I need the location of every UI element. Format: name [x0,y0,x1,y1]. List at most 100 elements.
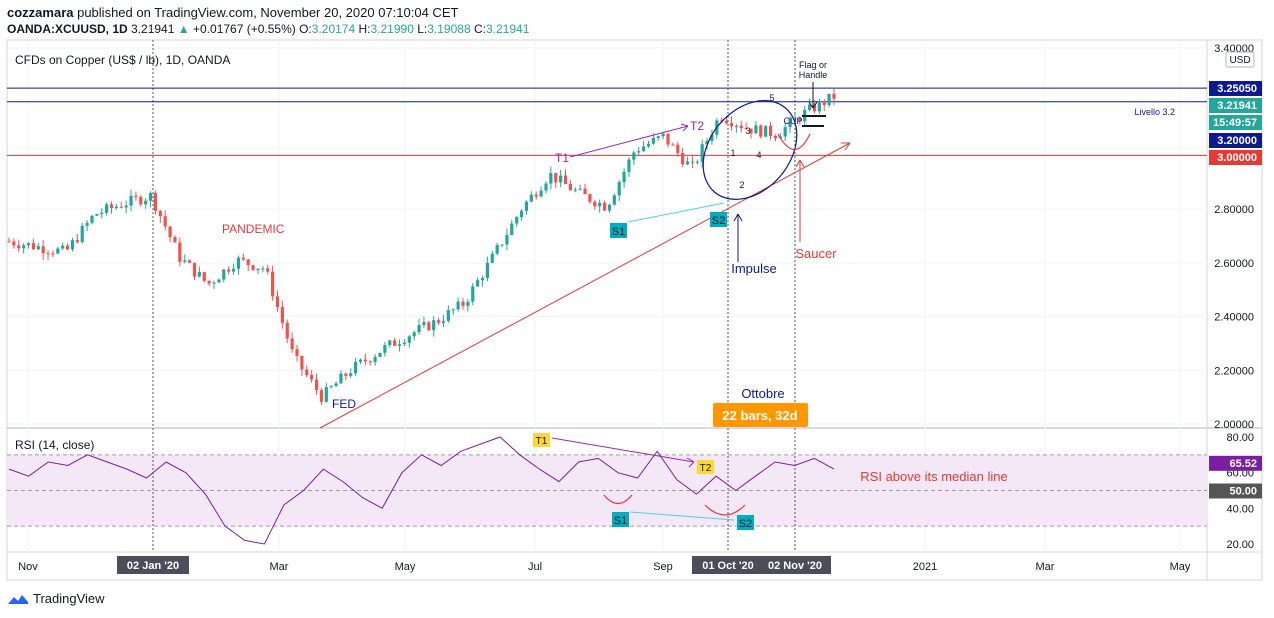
cup-label: CUP [783,116,802,126]
candle-body [471,286,475,302]
candle-body [388,340,392,346]
candle-body [285,322,289,339]
tradingview-logo[interactable]: TradingView [7,591,105,606]
rsi-t-arrow-icon [686,457,695,468]
candle-body [627,159,631,172]
candle-body [129,195,133,206]
rsi-note: RSI above its median line [860,469,1007,484]
candle-body [461,301,465,306]
candle-body [646,143,651,147]
candle-body [119,206,123,208]
candle-body [510,223,514,236]
fed-annotation: FED [332,397,356,411]
candle-body [339,373,343,384]
candle-body [490,253,494,263]
candle-body [622,171,626,183]
candle-body [251,265,255,270]
candle-body [202,272,206,281]
candle-body [295,349,299,356]
saucer-label: Saucer [795,246,837,261]
candle-body [51,253,55,255]
candle-body [588,194,592,202]
impulse-ellipse [702,100,798,200]
saucer-curve [777,133,811,151]
candle-body [554,173,558,183]
candle-body [539,190,543,197]
candle-body [563,175,568,184]
candle-body [246,259,250,266]
candle-body [480,278,485,281]
candle-body [676,144,680,154]
rsi-t2-text: T2 [700,463,712,474]
candle-body [349,373,353,376]
candle-body [607,204,612,211]
candle-body [212,282,216,284]
livello-label: Livello 3.2 [1134,107,1175,117]
candle-body [305,369,309,376]
candle-body [642,146,646,152]
candle-body [139,197,143,205]
candle-body [173,237,177,243]
candle-body [681,153,685,165]
bars-text: 22 bars, 32d [722,408,797,423]
candle-body [114,206,118,209]
price-label-text: 15:49:57 [1213,117,1257,129]
price-label-box [1209,81,1262,96]
candle-body [690,161,695,163]
candle-body [598,202,602,207]
time-label-box [117,556,189,574]
high-value: 3.21990 [370,22,414,36]
candle-body [383,345,387,353]
bars-badge [713,403,808,427]
s1-s2-line [627,202,725,223]
open-label: O: [299,22,312,36]
wave-label: 5 [769,93,774,103]
candle-body [314,379,319,391]
high-label: H: [358,22,371,36]
candle-body [744,128,748,130]
publish-info: cozzamara published on TradingView.com, … [7,5,458,20]
candle-body [363,359,367,362]
candle-body [397,344,402,346]
candle-body [236,257,241,269]
candle-body [495,245,499,254]
rsi-s1-curve [603,494,633,505]
t2-label: T2 [690,119,704,133]
ottobre-label: Ottobre [741,386,784,401]
candle-body [519,210,524,218]
publisher-name[interactable]: cozzamara [7,5,74,20]
price-label-box [1209,98,1262,113]
candle-body [222,269,226,280]
rsi-s1-tag-text: S1 [614,515,627,527]
rsi-s2-tag-box [737,515,754,530]
price-label-box [1209,150,1262,165]
rsi-median-box [1209,483,1262,499]
candle-body [300,355,304,370]
wave-label: 4 [756,150,761,160]
rsi-t1-text: T1 [536,436,548,447]
candle-body [427,322,431,331]
price-tick-label: 2.40000 [1214,312,1254,324]
candle-body [56,248,60,254]
close-label: C: [473,22,486,36]
candle-body [26,243,31,246]
flag-label-line1: Flag or [799,60,827,70]
candle-body [773,136,778,139]
candle-body [798,118,802,122]
time-label-box [692,556,764,574]
candle-body [358,359,363,362]
candle-body [783,127,787,137]
candle-body [334,383,338,387]
candle-body [373,356,377,363]
rsi-line [8,436,835,545]
candle-body [329,386,333,388]
candle-body [671,144,675,146]
time-tick-label: Mar [1036,561,1055,573]
candle-body [36,246,40,250]
price-label-box [1209,115,1262,130]
time-tick-label: May [1170,561,1191,573]
candle-body [80,225,84,243]
candle-body [568,183,572,191]
candle-body [197,272,201,277]
